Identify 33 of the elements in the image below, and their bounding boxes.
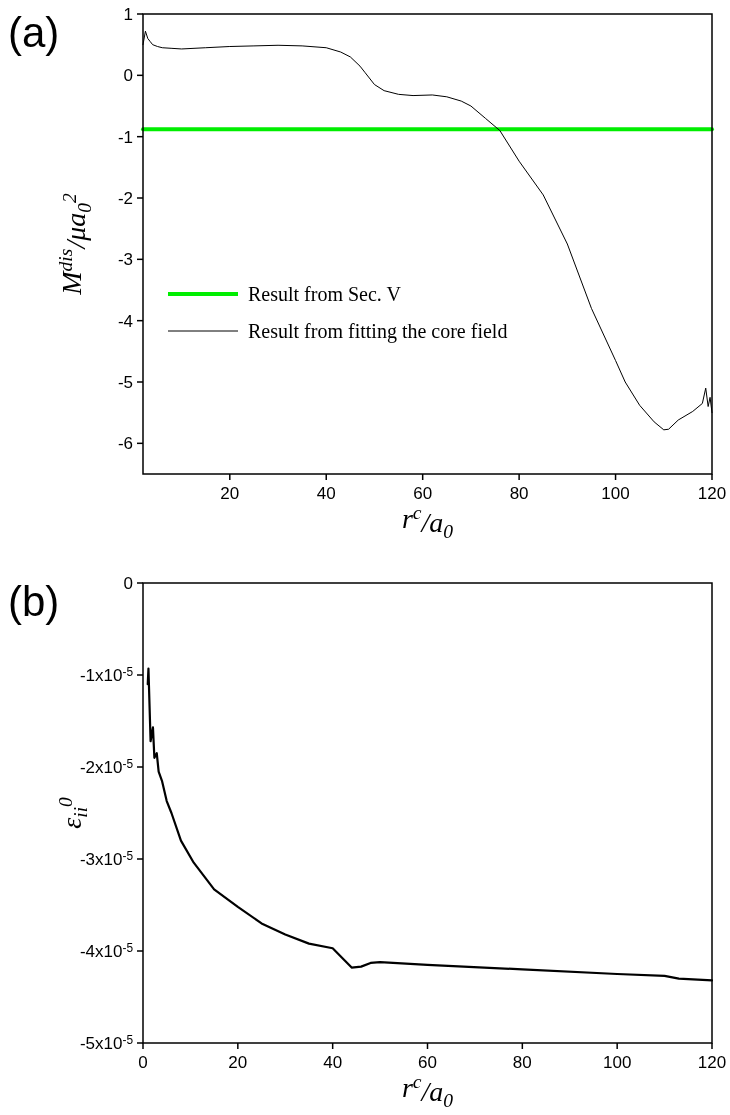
- y-tick-label: -1x10$^{-5}$: [79, 664, 134, 685]
- y-tick-label: -6: [117, 434, 133, 454]
- chart-title: (b): [8, 578, 60, 625]
- x-tick-label: 120: [697, 484, 727, 503]
- x-tick-label: 100: [601, 484, 630, 503]
- legend-label: Result from fitting the core field: [248, 320, 508, 343]
- x-axis-title: r$^{c}$/a$_{0}$: [401, 1071, 454, 1111]
- x-tick-label: 80: [512, 1053, 532, 1072]
- x-tick-label: 20: [228, 1053, 248, 1072]
- x-tick-label: 20: [220, 484, 240, 503]
- x-tick-label: 40: [316, 484, 336, 503]
- y-tick-label: -5: [117, 373, 133, 392]
- y-tick-label: -5x10$^{-5}$: [79, 1032, 134, 1053]
- y-tick-label: 0: [123, 66, 133, 86]
- chart-title: (a): [8, 9, 60, 56]
- x-tick-label: 60: [418, 1053, 437, 1072]
- x-axis-title: r$^{c}$/a$_{0}$: [401, 502, 454, 542]
- y-tick-label: -4x10$^{-5}$: [79, 940, 134, 961]
- x-tick-label: 60: [413, 484, 433, 503]
- x-tick-label: 40: [323, 1053, 343, 1072]
- y-tick-label: 1: [123, 5, 133, 24]
- x-tick-label: 100: [602, 1053, 632, 1072]
- y-tick-label: -4: [117, 311, 133, 331]
- y-tick-label: 0: [123, 574, 133, 593]
- x-tick-label: 80: [509, 484, 529, 503]
- x-tick-label: 120: [697, 1053, 727, 1072]
- y-tick-label: -1: [117, 127, 133, 147]
- y-tick-label: -2: [117, 189, 133, 208]
- y-tick-label: -3x10$^{-5}$: [79, 848, 134, 869]
- y-tick-label: -3: [117, 250, 133, 270]
- legend-label: Result from Sec. V: [248, 283, 402, 305]
- y-tick-label: -2x10$^{-5}$: [79, 756, 134, 777]
- x-tick-label: 0: [138, 1053, 148, 1072]
